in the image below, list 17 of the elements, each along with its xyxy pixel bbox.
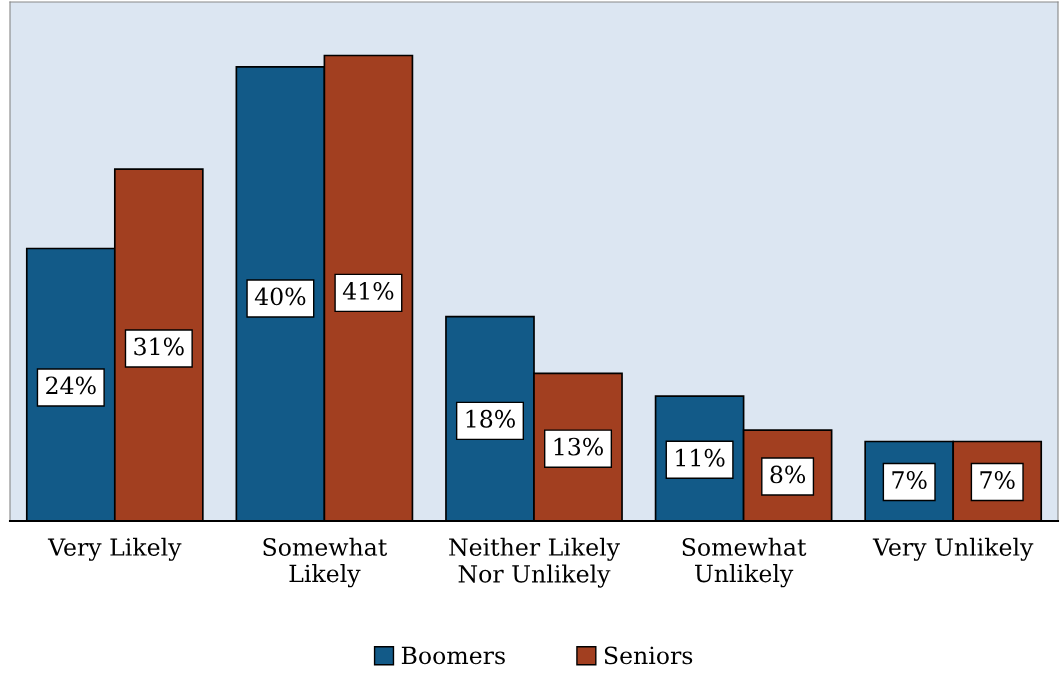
data-label: 13% <box>554 437 603 456</box>
x-tick-label: Somewhat Unlikely <box>682 537 807 588</box>
data-label: 7% <box>892 471 927 489</box>
x-tick-label: Neither Likely Nor Unlikely <box>449 537 620 588</box>
x-tick-label: Very Unlikely <box>872 537 1034 561</box>
x-tick-label: Somewhat Likely <box>263 537 388 588</box>
data-label: 40% <box>254 287 306 306</box>
legend-label: Seniors <box>604 646 693 665</box>
data-label: 41% <box>342 281 394 300</box>
data-label: 11% <box>676 448 725 467</box>
x-tick-label: Very Likely <box>47 537 182 561</box>
data-label: 7% <box>980 471 1015 489</box>
legend-label: Boomers <box>401 646 505 665</box>
data-label: 24% <box>46 376 96 395</box>
data-label: 8% <box>770 465 806 484</box>
data-label: 18% <box>466 409 515 428</box>
data-label: 31% <box>134 337 184 356</box>
